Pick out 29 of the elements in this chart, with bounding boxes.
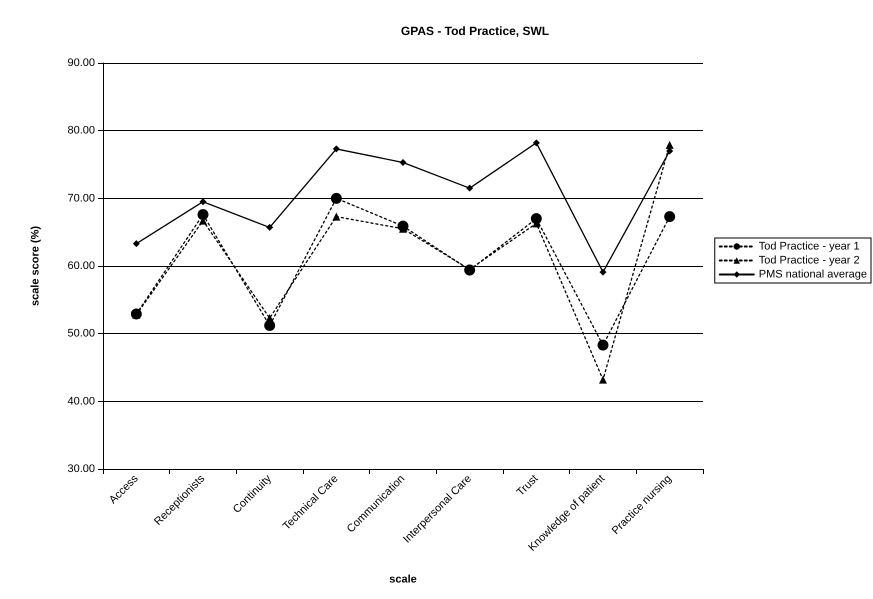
point bbox=[600, 268, 606, 276]
y-tick-label: 60.00 bbox=[67, 260, 95, 272]
point bbox=[330, 192, 342, 204]
chart-title: GPAS - Tod Practice, SWL bbox=[400, 24, 550, 38]
point bbox=[332, 212, 340, 221]
point bbox=[200, 198, 206, 206]
point bbox=[332, 145, 340, 152]
point bbox=[666, 140, 674, 149]
x-axis-title: scale bbox=[389, 574, 417, 586]
point bbox=[400, 158, 406, 166]
legend-label: Tod Practice - year 1 bbox=[758, 240, 860, 252]
y-tick-label: 80.00 bbox=[67, 124, 95, 137]
point bbox=[266, 314, 274, 322]
y-tick-label: 90.00 bbox=[67, 57, 95, 69]
point bbox=[198, 209, 208, 220]
point bbox=[532, 139, 540, 146]
point bbox=[266, 224, 274, 231]
point bbox=[132, 240, 140, 248]
point bbox=[466, 184, 474, 192]
y-tick-label: 30.00 bbox=[67, 463, 95, 475]
y-tick-label: 70.00 bbox=[67, 192, 95, 204]
point bbox=[598, 340, 608, 351]
point bbox=[599, 376, 607, 384]
legend-label: Tod Practice - year 2 bbox=[758, 254, 860, 266]
legend-label: PMS national average bbox=[758, 268, 867, 280]
y-axis-title: scale score (%) bbox=[30, 226, 42, 306]
y-tick-label: 50.00 bbox=[67, 328, 95, 340]
y-tick-label: 40.00 bbox=[67, 395, 95, 408]
point bbox=[664, 211, 676, 222]
